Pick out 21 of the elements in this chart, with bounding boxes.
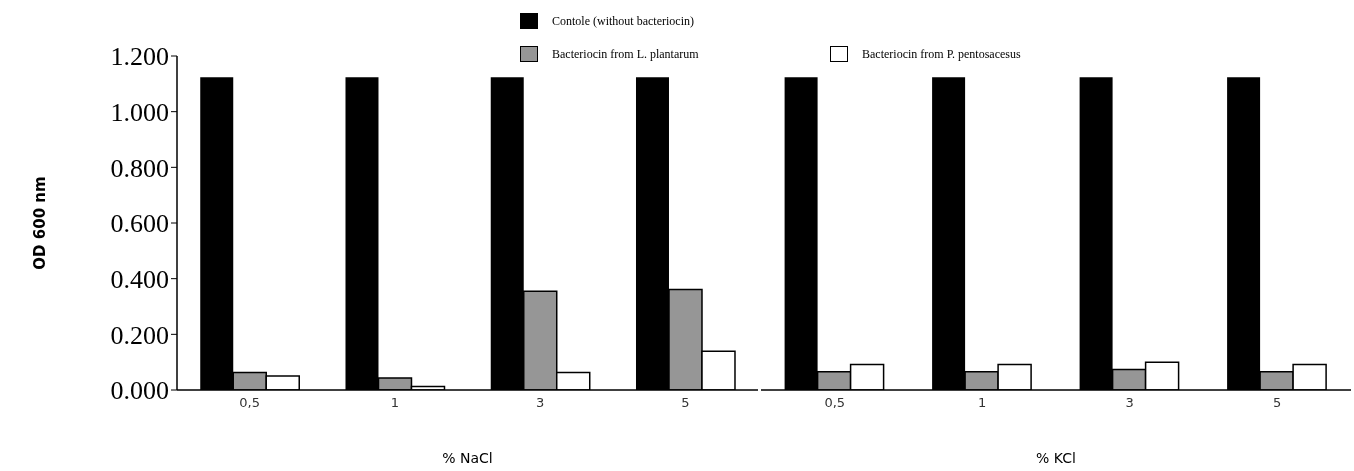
x-tick-label: 5 [1273,395,1282,411]
legend-label: Contole (without bacteriocin) [552,13,694,29]
y-tick-label: 0.800 [110,153,169,183]
x-tick-label: 0,5 [824,395,846,411]
x-tick-label: 1 [390,395,400,411]
y-axis-title: OD 600 nm [31,176,50,270]
x-tick-label: 3 [535,395,545,411]
x-axis-title: % KCl [1036,450,1076,466]
x-tick-label: 1 [978,395,987,411]
y-tick-label: 1.000 [110,97,169,127]
y-tick-label: 0.000 [110,376,169,406]
x-tick-label: 0,5 [239,395,260,411]
x-tick-label: 3 [1125,395,1134,411]
legend-label: Bacteriocin from P. pentosacesus [862,46,1021,62]
y-tick-label: 1.200 [110,42,169,72]
y-tick-label: 0.600 [110,209,169,239]
y-tick-label: 0.400 [110,264,169,294]
x-tick-label: 5 [681,395,690,411]
legend-label: Bacteriocin from L. plantarum [552,46,699,62]
y-tick-label: 0.200 [110,320,169,350]
x-axis-title: % NaCl [442,450,493,466]
